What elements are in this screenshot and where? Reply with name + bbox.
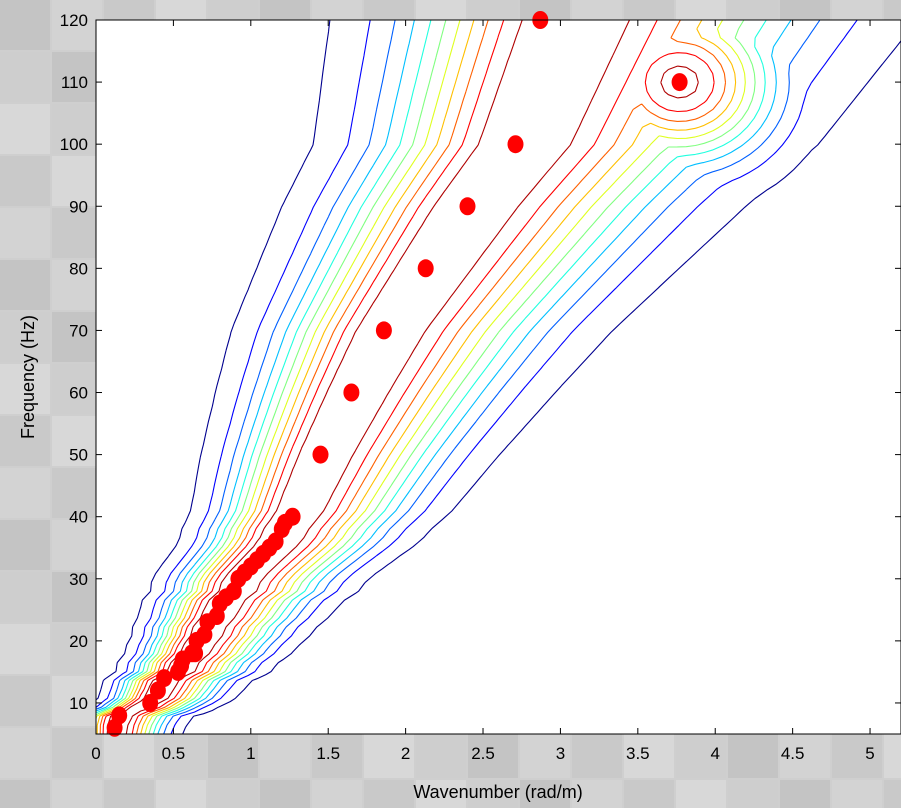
contour-level-2 bbox=[95, 19, 858, 735]
ridge-point bbox=[507, 135, 524, 154]
y-axis-ticks: 10 20 30 40 50 60 70 80 90 100 110 120 bbox=[60, 11, 901, 713]
x-tick-label: 0.5 bbox=[162, 744, 186, 763]
y-tick-label: 10 bbox=[69, 694, 88, 713]
ridge-point bbox=[671, 73, 688, 92]
x-tick-label: 1 bbox=[246, 744, 255, 763]
x-tick-label: 0 bbox=[91, 744, 100, 763]
ridge-point bbox=[343, 383, 360, 402]
x-tick-label: 4.5 bbox=[781, 744, 805, 763]
y-tick-label: 90 bbox=[69, 197, 88, 216]
y-tick-label: 100 bbox=[60, 135, 88, 154]
contour-level-7 bbox=[95, 19, 746, 735]
axes bbox=[95, 19, 901, 735]
y-tick-label: 30 bbox=[69, 570, 88, 589]
x-tick-label: 2 bbox=[401, 744, 410, 763]
y-tick-label: 20 bbox=[69, 632, 88, 651]
y-tick-label: 50 bbox=[69, 446, 88, 465]
y-tick-label: 60 bbox=[69, 384, 88, 403]
ridge-point bbox=[156, 669, 173, 688]
plot-area bbox=[96, 20, 901, 734]
ridge-point bbox=[417, 259, 434, 278]
x-tick-label: 3.5 bbox=[626, 744, 650, 763]
x-tick-label: 5 bbox=[865, 744, 874, 763]
contour-level-1 bbox=[95, 19, 901, 735]
ridge-point bbox=[142, 694, 159, 712]
contour-level-8 bbox=[96, 19, 737, 735]
y-tick-label: 70 bbox=[69, 321, 88, 340]
x-tick-label: 2.5 bbox=[471, 744, 495, 763]
x-tick-label: 4 bbox=[710, 744, 719, 763]
x-axis-ticks: 0 0.5 1 1.5 2 2.5 3 3.5 4 4.5 5 bbox=[91, 20, 875, 763]
y-axis-label: Frequency (Hz) bbox=[18, 315, 38, 439]
ridge-point bbox=[312, 445, 329, 464]
ridge-point bbox=[375, 321, 392, 340]
y-tick-label: 120 bbox=[60, 11, 88, 30]
x-tick-label: 3 bbox=[556, 744, 565, 763]
contour-level-10 bbox=[102, 19, 715, 735]
contour-level-3 bbox=[95, 19, 821, 735]
contour-level-6 bbox=[95, 19, 756, 735]
x-tick-label: 1.5 bbox=[316, 744, 340, 763]
x-axis-label: Wavenumber (rad/m) bbox=[413, 782, 582, 802]
y-tick-label: 80 bbox=[69, 259, 88, 278]
ridge-point bbox=[111, 706, 128, 725]
contour-level-9 bbox=[99, 19, 727, 735]
ridge-point bbox=[284, 507, 301, 526]
ridge-points bbox=[106, 11, 688, 737]
contour-level-4 bbox=[95, 19, 792, 735]
ridge-point bbox=[459, 197, 476, 216]
contour-level-5 bbox=[95, 19, 767, 735]
axes-box bbox=[95, 19, 901, 735]
y-tick-label: 40 bbox=[69, 508, 88, 527]
y-tick-label: 110 bbox=[61, 73, 88, 92]
